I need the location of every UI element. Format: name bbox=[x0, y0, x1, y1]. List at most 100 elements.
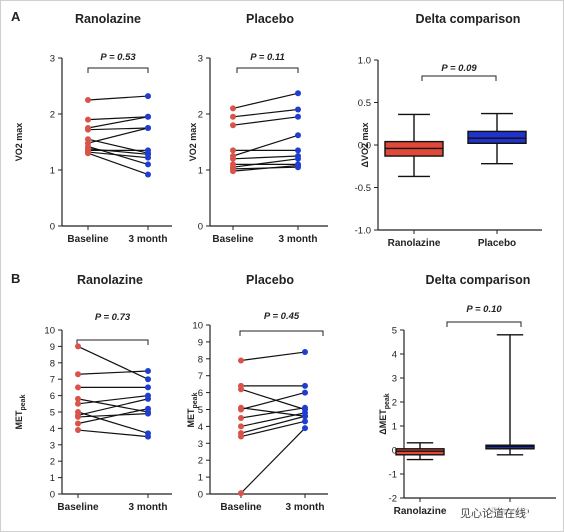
y-axis-label: VO2 max bbox=[188, 123, 198, 162]
paired-line bbox=[240, 420, 306, 438]
paired-line bbox=[232, 108, 299, 118]
baseline-point bbox=[85, 97, 91, 103]
y-tick-label: 1.0 bbox=[358, 56, 371, 67]
three-month-point bbox=[302, 404, 308, 411]
three-month-point bbox=[302, 389, 308, 396]
paired-line bbox=[240, 407, 306, 419]
panel-label-b: B bbox=[11, 271, 21, 286]
y-tick-label: 1 bbox=[50, 473, 55, 484]
significance-bracket bbox=[239, 330, 324, 336]
y-axis-label-main: MET bbox=[186, 408, 196, 428]
paired-line bbox=[87, 116, 149, 129]
baseline-point bbox=[230, 122, 236, 129]
three-month-point bbox=[145, 161, 151, 168]
y-tick-label: 2 bbox=[198, 456, 203, 467]
three-month-point bbox=[295, 113, 301, 120]
three-month-point bbox=[302, 418, 308, 425]
p-value-label: P = 0.73 bbox=[95, 312, 131, 323]
y-tick-label: 1 bbox=[198, 166, 203, 177]
paired-line bbox=[87, 116, 149, 121]
baseline-point bbox=[238, 423, 244, 430]
three-month-point bbox=[295, 132, 301, 139]
x-category-label: 3 month bbox=[286, 502, 325, 513]
paired-line bbox=[77, 429, 149, 438]
baseline-point bbox=[238, 406, 244, 413]
y-tick-label: 0.5 bbox=[358, 98, 371, 109]
baseline-point bbox=[238, 433, 244, 440]
significance-bracket bbox=[76, 339, 149, 345]
y-axis-label: METpeak bbox=[14, 394, 27, 429]
paired-line bbox=[87, 152, 149, 176]
baseline-point bbox=[230, 105, 236, 112]
y-tick-label: 5 bbox=[50, 408, 55, 419]
x-category-label: 3 month bbox=[129, 502, 168, 513]
three-month-point bbox=[145, 171, 151, 178]
chart-title: Delta comparison bbox=[426, 273, 531, 287]
three-month-point bbox=[295, 147, 301, 154]
y-tick-label: -1.0 bbox=[355, 226, 371, 237]
three-month-point bbox=[145, 395, 151, 402]
x-category-label: Baseline bbox=[220, 502, 262, 513]
watermark: 见心论道在线 bbox=[458, 504, 528, 522]
y-tick-label: 0 bbox=[198, 222, 203, 233]
x-category-label: Baseline bbox=[57, 502, 99, 513]
three-month-point bbox=[145, 154, 151, 161]
baseline-point bbox=[75, 371, 81, 378]
significance-bracket bbox=[421, 75, 497, 81]
paired-line bbox=[240, 415, 306, 434]
ranolazine-box bbox=[384, 113, 444, 178]
baseline-point bbox=[230, 168, 236, 175]
paired-line bbox=[77, 413, 149, 418]
baseline-point bbox=[238, 357, 244, 364]
baseline-point bbox=[238, 386, 244, 393]
y-axis-label: METpeak bbox=[186, 392, 199, 427]
paired-line bbox=[240, 388, 306, 411]
paired-line bbox=[87, 127, 149, 144]
y-tick-label: 1 bbox=[392, 422, 397, 433]
y-tick-label: 0 bbox=[50, 222, 55, 233]
placebo-box bbox=[467, 112, 527, 165]
significance-bracket bbox=[446, 321, 522, 327]
y-axis-label-sub: peak bbox=[192, 392, 199, 408]
y-tick-label: 3 bbox=[198, 54, 203, 65]
x-category-label: 3 month bbox=[279, 234, 318, 245]
p-value-label: P = 0.53 bbox=[100, 52, 136, 63]
y-axis-label: ΔMETpeak bbox=[378, 393, 391, 435]
y-tick-label: 8 bbox=[50, 358, 55, 369]
three-month-point bbox=[302, 349, 308, 356]
y-tick-label: 9 bbox=[50, 342, 55, 353]
y-axis-label: ΔVO2 max bbox=[360, 123, 370, 168]
three-month-point bbox=[302, 382, 308, 389]
x-category-label: 3 month bbox=[129, 234, 168, 245]
y-tick-label: 5 bbox=[198, 405, 203, 416]
p-value-label: P = 0.09 bbox=[441, 63, 477, 74]
y-tick-label: 10 bbox=[44, 326, 55, 337]
y-tick-label: 1 bbox=[50, 166, 55, 177]
paired-line bbox=[77, 411, 149, 434]
y-tick-label: 0 bbox=[198, 490, 203, 501]
paired-line bbox=[232, 158, 299, 168]
chart-title: Delta comparison bbox=[416, 12, 521, 26]
y-tick-label: 3 bbox=[392, 374, 397, 385]
y-tick-label: -2 bbox=[389, 494, 397, 505]
y-axis-label-main: ΔMET bbox=[378, 409, 388, 435]
y-tick-label: 4 bbox=[198, 422, 203, 433]
three-month-point bbox=[145, 410, 151, 417]
y-tick-label: 6 bbox=[50, 391, 55, 402]
x-category-label: Ranolazine bbox=[394, 506, 447, 517]
y-tick-label: 2 bbox=[50, 457, 55, 468]
baseline-point bbox=[75, 384, 81, 391]
y-tick-label: 3 bbox=[198, 439, 203, 450]
three-month-point bbox=[145, 113, 151, 120]
three-month-point bbox=[295, 106, 301, 113]
paired-line bbox=[77, 408, 149, 425]
p-value-label: P = 0.10 bbox=[466, 304, 502, 315]
baseline-point bbox=[230, 155, 236, 162]
baseline-point bbox=[75, 427, 81, 434]
paired-line bbox=[232, 92, 299, 109]
paired-line bbox=[77, 395, 149, 405]
paired-line bbox=[87, 95, 149, 101]
paired-line bbox=[87, 148, 149, 155]
